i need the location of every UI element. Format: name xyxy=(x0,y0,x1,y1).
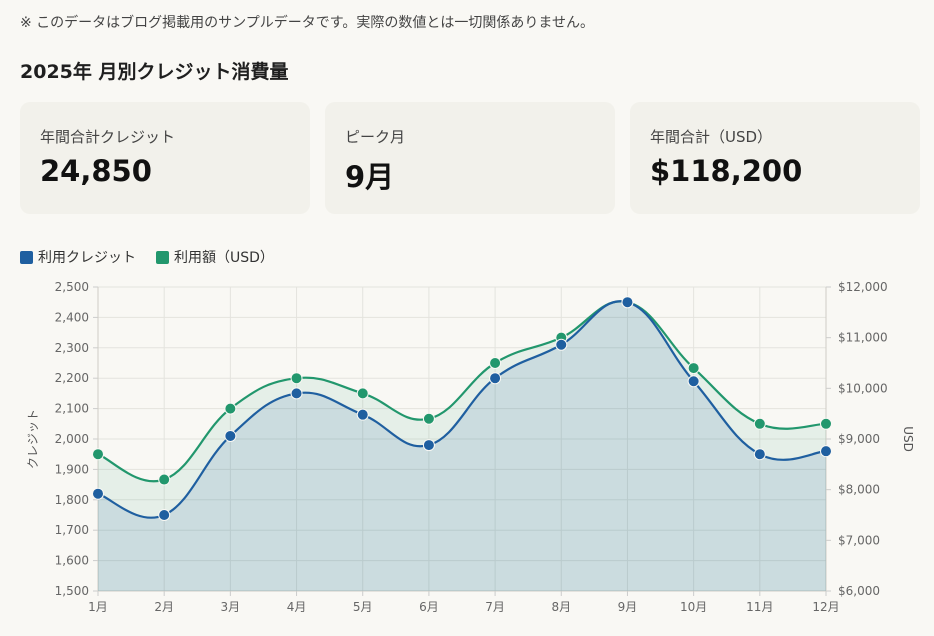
data-point-credits xyxy=(687,375,700,388)
y-tick-label: 1,600 xyxy=(55,554,89,568)
card-value: 9月 xyxy=(345,160,395,194)
legend-item-usd[interactable]: 利用額（USD） xyxy=(156,247,274,267)
x-tick-label: 7月 xyxy=(485,600,505,614)
chart-legend: 利用クレジット 利用額（USD） xyxy=(20,247,274,267)
data-point-usd xyxy=(753,417,766,430)
x-tick-label: 11月 xyxy=(746,600,773,614)
data-point-credits xyxy=(356,408,369,421)
y2-axis-title: USD xyxy=(901,426,915,452)
card-value: 24,850 xyxy=(40,154,152,188)
y2-tick-label: $8,000 xyxy=(838,483,880,497)
card-label: 年間合計（USD） xyxy=(650,128,773,146)
legend-label-credits: 利用クレジット xyxy=(38,250,136,266)
data-point-usd xyxy=(356,387,369,400)
data-point-credits xyxy=(621,296,634,309)
x-tick-label: 4月 xyxy=(287,600,307,614)
data-point-usd xyxy=(422,412,435,425)
x-tick-label: 9月 xyxy=(618,600,638,614)
legend-swatch-credits xyxy=(20,250,33,264)
y-tick-label: 1,900 xyxy=(55,462,89,476)
x-tick-label: 2月 xyxy=(154,600,174,614)
y-tick-label: 2,200 xyxy=(55,371,89,385)
card-label: ピーク月 xyxy=(345,128,406,146)
y-tick-label: 1,700 xyxy=(55,523,89,537)
data-point-credits xyxy=(158,509,171,521)
card-annual-usd: 年間合計（USD） $118,200 xyxy=(630,102,920,214)
y2-tick-label: $12,000 xyxy=(838,280,888,294)
data-point-credits xyxy=(290,387,303,400)
data-point-credits xyxy=(753,448,766,461)
y-tick-label: 2,500 xyxy=(55,280,89,294)
y-tick-label: 2,300 xyxy=(55,341,89,355)
x-tick-label: 6月 xyxy=(419,600,439,614)
data-point-credits xyxy=(555,338,568,351)
data-point-usd xyxy=(820,417,832,430)
x-tick-label: 5月 xyxy=(353,600,373,614)
y2-tick-label: $7,000 xyxy=(838,533,880,547)
card-value: $118,200 xyxy=(650,154,803,188)
data-point-credits xyxy=(489,372,502,385)
y2-tick-label: $10,000 xyxy=(838,381,888,395)
y2-tick-label: $9,000 xyxy=(838,432,880,446)
data-point-usd xyxy=(158,473,171,486)
data-point-credits xyxy=(422,439,435,452)
series-line-credits xyxy=(97,300,827,519)
y-axis-title: クレジット xyxy=(26,409,40,469)
y-tick-label: 2,100 xyxy=(55,402,89,416)
page-title: 2025年 月別クレジット消費量 xyxy=(20,61,289,83)
card-annual-credits: 年間合計クレジット 24,850 xyxy=(20,102,310,214)
x-tick-label: 3月 xyxy=(221,600,241,614)
legend-swatch-usd xyxy=(156,250,169,264)
data-point-usd xyxy=(224,402,237,415)
x-tick-label: 1月 xyxy=(88,600,108,614)
area-fill-usd xyxy=(98,301,826,591)
legend-label-usd: 利用額（USD） xyxy=(174,250,274,266)
y2-tick-label: $11,000 xyxy=(838,331,888,345)
data-point-usd xyxy=(290,372,303,385)
data-point-usd xyxy=(489,357,502,369)
disclaimer-note: ※ このデータはブログ掲載用のサンプルデータです。実際の数値とは一切関係ありませ… xyxy=(20,15,594,31)
data-point-credits xyxy=(224,429,237,442)
x-tick-label: 8月 xyxy=(551,600,571,614)
card-peak-month: ピーク月 9月 xyxy=(325,102,615,214)
area-fill-credits xyxy=(98,301,826,591)
data-point-credits xyxy=(820,445,832,458)
legend-item-credits[interactable]: 利用クレジット xyxy=(20,247,136,267)
card-label: 年間合計クレジット xyxy=(40,128,176,146)
data-point-credits xyxy=(92,487,104,500)
y-tick-label: 1,500 xyxy=(55,584,89,598)
y-tick-label: 2,000 xyxy=(55,432,89,446)
x-tick-label: 10月 xyxy=(680,600,707,614)
y-tick-label: 2,400 xyxy=(55,310,89,324)
data-point-usd xyxy=(92,448,104,461)
x-tick-label: 12月 xyxy=(812,600,839,614)
y2-tick-label: $6,000 xyxy=(838,584,880,598)
y-tick-label: 1,800 xyxy=(55,493,89,507)
data-point-usd xyxy=(687,362,700,375)
